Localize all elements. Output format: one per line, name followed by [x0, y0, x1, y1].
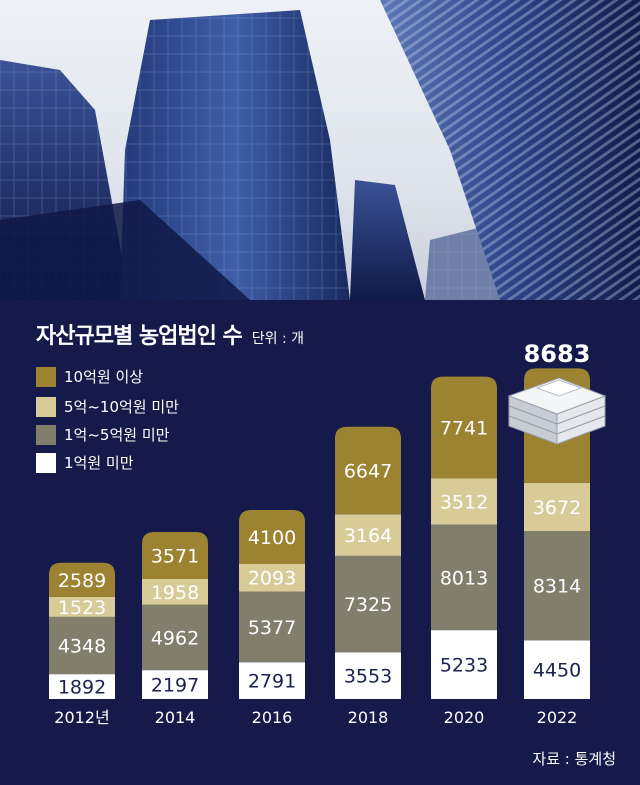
- bar-segment: [431, 478, 497, 525]
- x-tick-label: 2018: [348, 708, 389, 727]
- data-label: 3553: [344, 666, 392, 688]
- data-label: 7325: [344, 594, 392, 616]
- data-label: 4450: [533, 660, 581, 682]
- data-label-highlight: 8683: [524, 340, 591, 368]
- data-label: 3672: [533, 497, 581, 519]
- legend-swatch: [36, 424, 56, 445]
- bar-segment: [142, 532, 208, 580]
- legend-item-under-1eok: 1억원 미만: [36, 452, 134, 473]
- data-label: 7741: [440, 418, 488, 440]
- data-label: 3512: [440, 492, 488, 514]
- x-tick-label: 2020: [444, 708, 485, 727]
- legend-item-1-5eok: 1억~5억원 미만: [36, 424, 169, 445]
- data-label: 5233: [440, 655, 488, 677]
- bar-segment: [431, 524, 497, 631]
- bar-segment: [49, 616, 115, 675]
- money-stack-icon: [507, 377, 607, 445]
- bar-segment: [239, 563, 305, 592]
- bar-segment: [239, 591, 305, 663]
- bar-segment: [142, 670, 208, 699]
- x-tick-label: 2022: [537, 708, 578, 727]
- unit-label: 단위 : 개: [251, 331, 304, 347]
- bar-segment: [335, 555, 401, 653]
- bar-segment: [239, 510, 305, 564]
- data-label: 6647: [344, 460, 392, 482]
- bar-segment: [431, 630, 497, 699]
- bar-segment: [524, 482, 590, 532]
- data-label: 4962: [151, 627, 199, 649]
- legend-label: 1억~5억원 미만: [64, 426, 170, 444]
- legend-swatch: [36, 366, 56, 387]
- bar-segment: [524, 640, 590, 699]
- stacked-bar-chart: 1892 4348 1523 2589 2012년 2197 4962 1958 3571 201…: [49, 340, 607, 727]
- bar-segment: [142, 579, 208, 605]
- data-label: 2589: [58, 570, 106, 592]
- data-label: 2197: [151, 675, 199, 697]
- legend-label: 10억원 이상: [64, 368, 144, 386]
- legend-swatch: [36, 452, 56, 473]
- chart-title: 자산규모별 농업법인 수: [36, 324, 243, 349]
- x-tick-label: 2016: [252, 708, 293, 727]
- data-label: 1523: [58, 597, 106, 619]
- data-label: 8013: [440, 567, 488, 589]
- source-label: 자료 : 통계청: [532, 750, 616, 768]
- data-label: 8314: [533, 576, 581, 598]
- bar-segment: [239, 662, 305, 699]
- bar-segment: [49, 596, 115, 617]
- legend-item-10eok-plus: 10억원 이상: [36, 366, 143, 387]
- bar-segment: [335, 514, 401, 556]
- data-label: 2791: [248, 671, 296, 693]
- legend-label: 5억~10억원 미만: [64, 398, 179, 416]
- title-row: 자산규모별 농업법인 수 단위 : 개: [36, 318, 304, 350]
- data-label: 5377: [248, 617, 296, 639]
- bar-segment: [431, 376, 497, 479]
- legend-label: 1억원 미만: [64, 454, 134, 472]
- bar-segment: [524, 531, 590, 641]
- bar-segment: [142, 604, 208, 671]
- bar-segment: [49, 674, 115, 699]
- x-tick-label: 2014: [155, 708, 196, 727]
- bar-segment: [335, 652, 401, 699]
- data-label: 3571: [151, 546, 199, 568]
- legend-swatch: [36, 396, 56, 417]
- skyscraper-photo: [0, 0, 640, 300]
- data-label: 4348: [58, 635, 106, 657]
- x-tick-label: 2012년: [54, 708, 109, 727]
- data-label: 1892: [58, 677, 106, 699]
- data-label: 3164: [344, 525, 392, 547]
- bar-segment: [49, 562, 115, 597]
- legend-item-5-10eok: 5억~10억원 미만: [36, 396, 179, 417]
- data-label: 1958: [151, 582, 199, 604]
- data-label: 2093: [248, 568, 296, 590]
- data-label: 4100: [248, 527, 296, 549]
- bar-segment: [335, 426, 401, 515]
